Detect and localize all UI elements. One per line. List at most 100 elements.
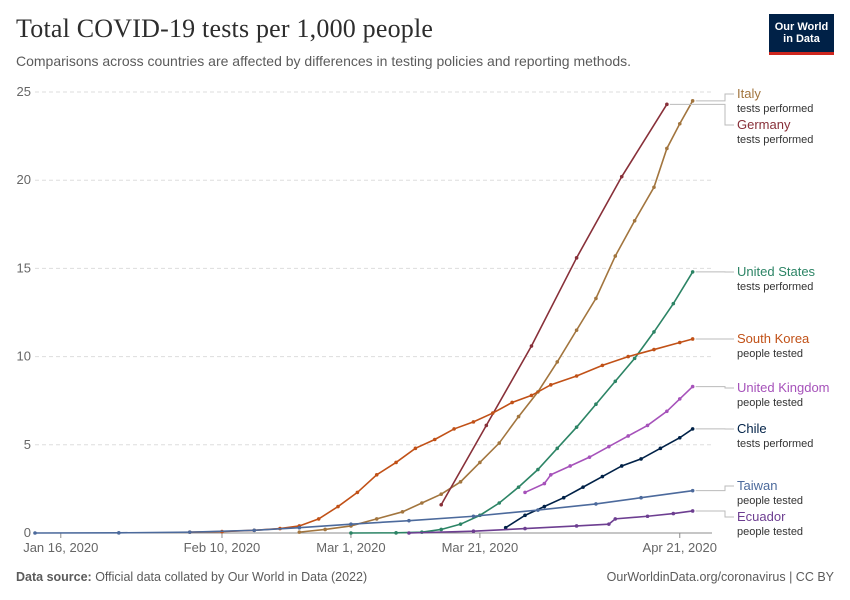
data-point — [600, 363, 605, 368]
data-point — [432, 437, 437, 442]
data-point — [555, 446, 560, 451]
data-point — [523, 513, 527, 518]
data-point — [117, 531, 121, 535]
data-point — [458, 522, 463, 526]
data-point — [613, 254, 618, 258]
data-point — [658, 446, 663, 451]
data-point — [529, 344, 534, 348]
data-point — [187, 530, 192, 534]
chart-title: Total COVID-19 tests per 1,000 people — [16, 14, 434, 43]
data-point — [561, 495, 566, 500]
data-point — [568, 464, 572, 468]
series-name-label: Germany — [737, 117, 791, 132]
data-point — [497, 441, 502, 445]
data-point — [439, 502, 444, 507]
data-point — [690, 488, 695, 493]
series-line — [350, 271, 694, 534]
series-note-label: tests performed — [737, 103, 813, 115]
data-point — [542, 504, 547, 509]
data-point — [690, 99, 695, 103]
data-point — [677, 340, 682, 345]
data-point — [497, 501, 502, 505]
series-united-states — [349, 270, 695, 535]
chart-subtitle: Comparisons across countries are affecte… — [16, 53, 632, 69]
data-point — [407, 518, 411, 523]
x-tick-label: Jan 16, 2020 — [23, 540, 98, 555]
data-point — [490, 411, 495, 415]
data-point — [349, 531, 353, 535]
x-tick-label: Mar 21, 2020 — [442, 540, 519, 555]
series-name-label: Italy — [737, 86, 761, 101]
data-point — [574, 328, 579, 332]
label-connector — [695, 485, 734, 492]
series-line — [299, 100, 694, 533]
series-note-label: people tested — [737, 348, 803, 360]
owid-logo[interactable]: Our World in Data — [769, 14, 834, 55]
x-tick-label: Apr 21, 2020 — [643, 540, 717, 555]
y-tick-label: 20 — [17, 172, 31, 187]
data-point — [516, 485, 521, 489]
data-point — [349, 522, 353, 526]
data-point — [652, 185, 656, 190]
data-point — [652, 330, 656, 334]
y-tick-label: 15 — [17, 260, 31, 275]
data-point — [587, 455, 592, 459]
series-name-label: United States — [737, 264, 816, 279]
data-point — [626, 434, 630, 438]
data-point — [536, 508, 540, 512]
data-point — [594, 402, 598, 407]
data-point — [594, 502, 598, 506]
data-point — [374, 472, 379, 477]
data-point — [619, 174, 624, 179]
data-point — [33, 531, 37, 535]
series-south-korea — [187, 337, 695, 534]
data-point — [452, 427, 456, 431]
data-point — [439, 527, 444, 532]
series-line — [440, 103, 668, 506]
series-line — [524, 386, 694, 494]
series-name-label: Ecuador — [737, 509, 786, 524]
data-point — [523, 490, 527, 495]
data-point — [574, 256, 579, 260]
y-tick-label: 25 — [17, 84, 31, 99]
series-note-label: people tested — [737, 526, 803, 538]
data-point — [607, 522, 611, 526]
data-point — [632, 218, 637, 223]
series-italy — [297, 99, 695, 534]
series-united-kingdom — [523, 384, 695, 495]
source-link[interactable]: OurWorldinData.org/coronavirus | CC BY — [606, 570, 834, 584]
data-point — [665, 409, 669, 414]
data-point — [336, 504, 340, 509]
data-point — [581, 485, 585, 489]
series-taiwan — [33, 488, 695, 535]
data-point — [252, 528, 257, 533]
data-point — [613, 379, 618, 384]
data-point — [316, 517, 321, 521]
data-point — [690, 337, 695, 341]
label-connector — [695, 93, 734, 102]
series-ecuador — [407, 509, 695, 535]
data-point — [407, 531, 411, 535]
series-note-label: tests performed — [737, 438, 813, 450]
logo-line2: in Data — [783, 33, 820, 45]
series-note-label: tests performed — [737, 134, 813, 146]
x-tick-label: Mar 1, 2020 — [316, 540, 385, 555]
data-point — [536, 467, 540, 472]
data-point — [478, 460, 482, 465]
data-point — [413, 446, 418, 451]
data-point — [439, 492, 444, 496]
series-name-label: United Kingdom — [737, 380, 830, 395]
data-point — [297, 530, 302, 534]
y-tick-label: 10 — [17, 349, 31, 364]
data-point — [374, 517, 379, 521]
data-point — [400, 510, 405, 514]
data-point — [394, 460, 398, 465]
data-point — [510, 400, 514, 405]
data-point — [484, 423, 489, 428]
data-point — [549, 383, 553, 387]
data-point — [529, 393, 534, 398]
data-point — [690, 384, 695, 389]
data-point — [600, 474, 605, 479]
series-line — [505, 428, 694, 529]
data-point — [574, 374, 579, 378]
